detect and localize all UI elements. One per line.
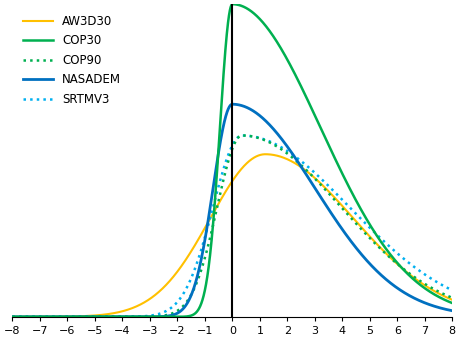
SRTMV3 bbox=[197, 250, 203, 254]
COP30 bbox=[329, 150, 334, 154]
NASADEM bbox=[329, 212, 334, 217]
NASADEM bbox=[10, 315, 15, 319]
Line: AW3D30: AW3D30 bbox=[12, 154, 451, 317]
COP90 bbox=[435, 290, 441, 294]
COP90 bbox=[197, 270, 203, 274]
COP90 bbox=[218, 186, 224, 190]
NASADEM bbox=[413, 298, 419, 302]
COP30 bbox=[194, 309, 200, 313]
AW3D30 bbox=[218, 197, 224, 201]
NASADEM bbox=[194, 275, 200, 279]
COP90 bbox=[413, 277, 419, 281]
SRTMV3 bbox=[239, 133, 244, 137]
AW3D30 bbox=[197, 233, 203, 237]
Line: COP90: COP90 bbox=[12, 135, 451, 317]
COP30 bbox=[197, 303, 203, 307]
NASADEM bbox=[197, 260, 203, 264]
AW3D30 bbox=[329, 193, 334, 197]
SRTMV3 bbox=[329, 187, 334, 191]
AW3D30 bbox=[262, 152, 268, 156]
SRTMV3 bbox=[448, 288, 454, 292]
SRTMV3 bbox=[435, 281, 441, 285]
SRTMV3 bbox=[218, 174, 224, 178]
SRTMV3 bbox=[10, 315, 15, 319]
AW3D30 bbox=[10, 315, 15, 319]
SRTMV3 bbox=[194, 260, 200, 265]
NASADEM bbox=[435, 306, 441, 310]
AW3D30 bbox=[194, 239, 200, 243]
NASADEM bbox=[448, 309, 454, 313]
Line: SRTMV3: SRTMV3 bbox=[12, 135, 451, 317]
COP30 bbox=[448, 301, 454, 305]
Legend: AW3D30, COP30, COP90, NASADEM, SRTMV3: AW3D30, COP30, COP90, NASADEM, SRTMV3 bbox=[18, 10, 125, 111]
COP30 bbox=[218, 103, 224, 107]
COP30 bbox=[435, 295, 441, 299]
COP90 bbox=[194, 279, 200, 284]
SRTMV3 bbox=[413, 267, 419, 271]
NASADEM bbox=[218, 134, 224, 138]
COP90 bbox=[329, 195, 334, 199]
COP30 bbox=[413, 280, 419, 284]
NASADEM bbox=[229, 102, 235, 106]
AW3D30 bbox=[448, 298, 454, 302]
Line: NASADEM: NASADEM bbox=[12, 104, 451, 317]
COP90 bbox=[10, 315, 15, 319]
COP90 bbox=[448, 296, 454, 300]
COP90 bbox=[239, 133, 244, 137]
AW3D30 bbox=[413, 278, 419, 282]
COP30 bbox=[10, 315, 15, 319]
COP30 bbox=[229, 2, 235, 6]
AW3D30 bbox=[435, 291, 441, 295]
Line: COP30: COP30 bbox=[12, 4, 451, 317]
